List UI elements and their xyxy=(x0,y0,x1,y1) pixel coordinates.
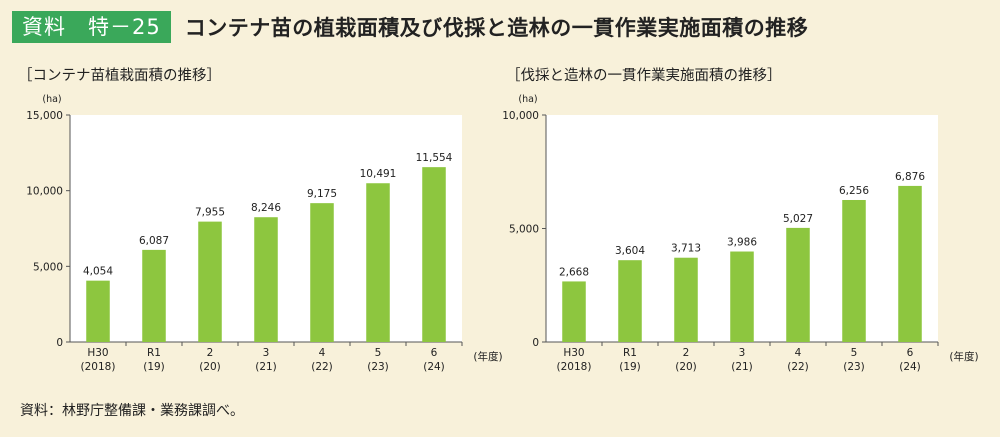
chart-1-title: ［コンテナ苗植栽面積の推移］ xyxy=(18,68,221,84)
chart-1-bar-value-label: 11,554 xyxy=(416,152,453,164)
chart-1-x-category-sublabel: (19) xyxy=(143,361,165,373)
chart-1-y-unit-label: (ha) xyxy=(42,94,61,105)
chart-1-bar-value-label: 6,087 xyxy=(139,235,169,247)
chart-2-x-category-sublabel: (22) xyxy=(787,361,809,373)
chart-2-bar-value-label: 2,668 xyxy=(559,266,589,278)
chart-2-bar xyxy=(786,227,810,342)
figure-title: コンテナ苗の植栽面積及び伐採と造林の一貫作業実施面積の推移 xyxy=(184,16,809,40)
chart-1-x-category-label: 6 xyxy=(431,347,438,359)
chart-2-bar xyxy=(674,257,698,342)
chart-2-x-category-sublabel: (23) xyxy=(843,361,865,373)
chart-2-x-category-sublabel: (20) xyxy=(675,361,697,373)
chart-1-bar-value-label: 8,246 xyxy=(251,202,281,214)
chart-1-x-category-label: H30 xyxy=(87,347,108,359)
chart-1-x-category-label: 2 xyxy=(207,347,214,359)
chart-1-x-category-sublabel: (20) xyxy=(199,361,221,373)
chart-2-x-category-label: 6 xyxy=(907,347,914,359)
chart-1-bar-value-label: 4,054 xyxy=(83,266,113,278)
chart-2-bar xyxy=(618,260,642,342)
chart-2-bar-value-label: 3,713 xyxy=(671,243,701,255)
chart-2-bar-value-label: 3,986 xyxy=(727,237,757,249)
chart-2-bar xyxy=(842,199,866,342)
chart-2-title: ［伐採と造林の一貫作業実施面積の推移］ xyxy=(506,68,782,84)
chart-1-bar xyxy=(142,249,166,342)
chart-2-bar-value-label: 6,876 xyxy=(895,171,925,183)
source-note: 資料：林野庁整備課・業務課調べ。 xyxy=(20,403,244,419)
chart-2-y-unit-label: (ha) xyxy=(518,94,537,105)
chart-1-bar xyxy=(310,203,334,342)
chart-1-bar xyxy=(86,280,110,342)
chart-2-x-axis-label: (年度) xyxy=(949,350,978,363)
chart-1-y-tick-label: 0 xyxy=(56,337,63,349)
chart-2-x-category-label: H30 xyxy=(563,347,584,359)
chart-2-bar xyxy=(562,281,586,342)
chart-1-x-axis-label: (年度) xyxy=(473,350,502,363)
chart-2-bar-value-label: 5,027 xyxy=(783,213,813,225)
chart-1-x-category-label: 4 xyxy=(319,347,326,359)
figure-number-badge: 資料 特－25 xyxy=(12,11,171,43)
chart-1-y-tick-label: 10,000 xyxy=(26,186,63,198)
chart-1-x-category-sublabel: (2018) xyxy=(81,361,116,373)
chart-1-bar xyxy=(254,217,278,342)
chart-1-x-category-sublabel: (22) xyxy=(311,361,333,373)
chart-2-x-category-sublabel: (19) xyxy=(619,361,641,373)
chart-1-bar xyxy=(366,183,390,342)
chart-1-x-category-label: R1 xyxy=(147,347,161,359)
chart-2-bar-value-label: 3,604 xyxy=(615,245,645,257)
chart-1-y-tick-label: 5,000 xyxy=(33,261,63,273)
chart-2-y-tick-label: 0 xyxy=(532,337,539,349)
chart-1-x-category-label: 5 xyxy=(375,347,382,359)
chart-1-bar-value-label: 9,175 xyxy=(307,188,337,200)
chart-1-bar-value-label: 10,491 xyxy=(360,168,397,180)
chart-2-x-category-label: 3 xyxy=(739,347,746,359)
chart-1-y-tick-label: 15,000 xyxy=(26,110,63,122)
chart-2-x-category-sublabel: (24) xyxy=(899,361,921,373)
chart-2-bar xyxy=(730,251,754,342)
chart-2-x-category-label: 5 xyxy=(851,347,858,359)
chart-1-x-category-label: 3 xyxy=(263,347,270,359)
chart-1-bar-value-label: 7,955 xyxy=(195,207,225,219)
chart-2-y-tick-label: 5,000 xyxy=(509,224,539,236)
chart-1-x-category-sublabel: (23) xyxy=(367,361,389,373)
chart-1-x-category-sublabel: (24) xyxy=(423,361,445,373)
chart-2-bar-value-label: 6,256 xyxy=(839,185,869,197)
chart-1-bar xyxy=(198,221,222,342)
chart-2-x-category-sublabel: (2018) xyxy=(557,361,592,373)
chart-2-x-category-sublabel: (21) xyxy=(731,361,753,373)
figure-header: 資料 特－25 コンテナ苗の植栽面積及び伐採と造林の一貫作業実施面積の推移 xyxy=(12,10,808,44)
chart-2-bar xyxy=(898,185,922,342)
chart-1-x-category-sublabel: (21) xyxy=(255,361,277,373)
chart-2-x-category-label: 2 xyxy=(683,347,690,359)
chart-2-y-tick-label: 10,000 xyxy=(502,110,539,122)
chart-2-x-category-label: R1 xyxy=(623,347,637,359)
chart-1-bar xyxy=(422,167,446,342)
chart-2-x-category-label: 4 xyxy=(795,347,802,359)
